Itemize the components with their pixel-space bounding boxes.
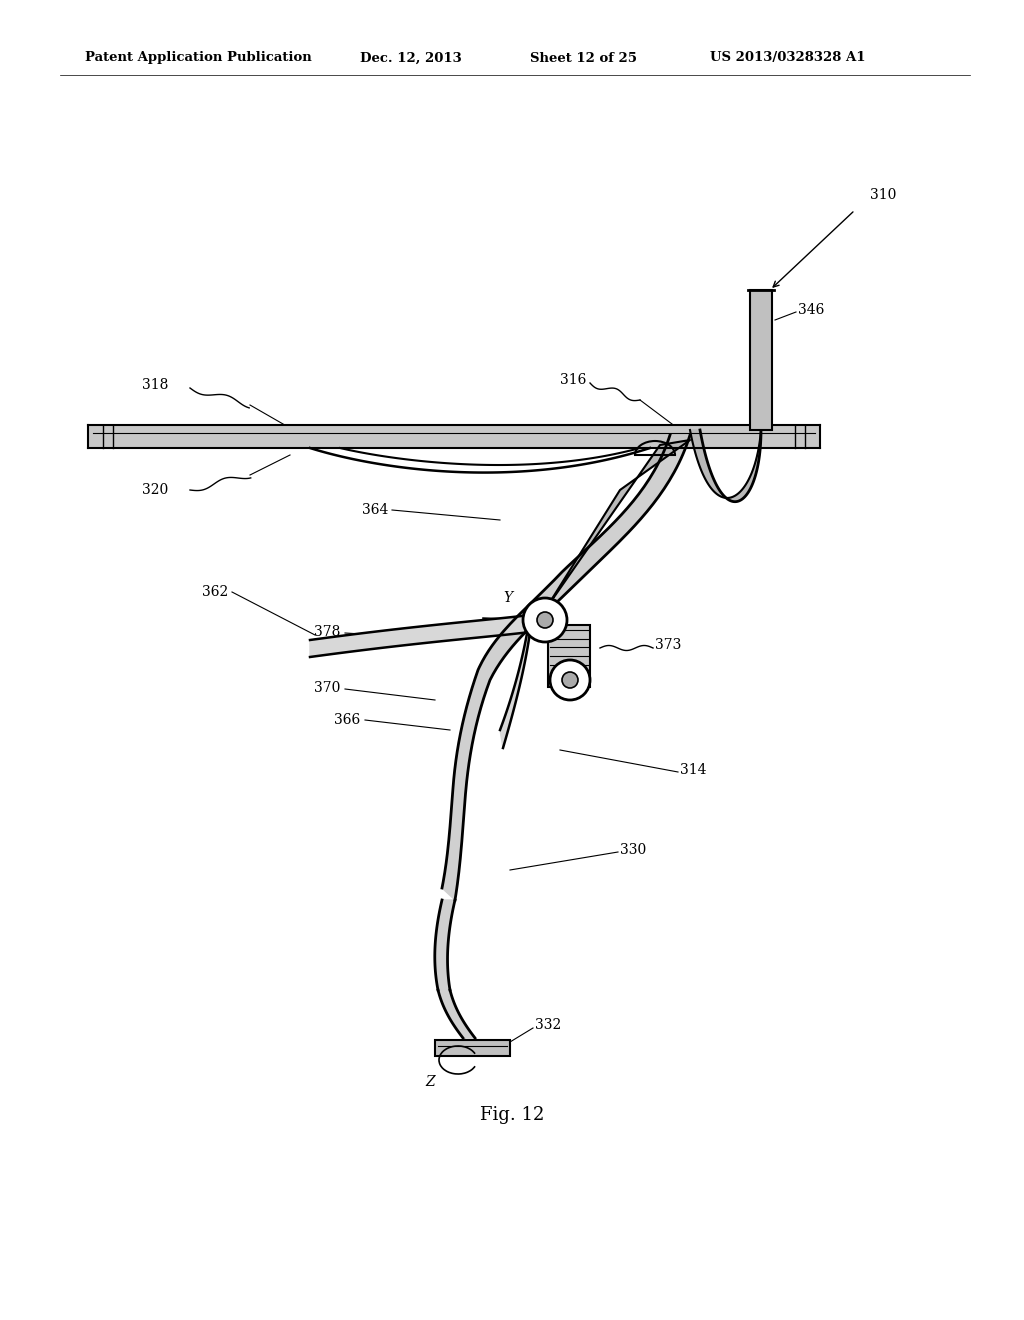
Circle shape <box>537 612 553 628</box>
Text: 318: 318 <box>141 378 168 392</box>
Text: 364: 364 <box>361 503 388 517</box>
Polygon shape <box>310 615 530 657</box>
Bar <box>548 624 590 686</box>
Text: 314: 314 <box>680 763 707 777</box>
Text: Y: Y <box>504 591 513 605</box>
Text: 370: 370 <box>313 681 340 696</box>
Text: 330: 330 <box>620 843 646 857</box>
Text: 373: 373 <box>655 638 681 652</box>
Text: Dec. 12, 2013: Dec. 12, 2013 <box>360 51 462 65</box>
Bar <box>435 1040 510 1056</box>
Circle shape <box>562 672 578 688</box>
Text: 310: 310 <box>870 187 896 202</box>
Text: 332: 332 <box>535 1018 561 1032</box>
Text: US 2013/0328328 A1: US 2013/0328328 A1 <box>710 51 865 65</box>
Bar <box>88 425 820 447</box>
Text: 320: 320 <box>141 483 168 498</box>
Text: 346: 346 <box>798 304 824 317</box>
Polygon shape <box>500 615 530 748</box>
Bar <box>750 290 772 430</box>
Text: Sheet 12 of 25: Sheet 12 of 25 <box>530 51 637 65</box>
Circle shape <box>550 660 590 700</box>
Text: 362: 362 <box>202 585 228 599</box>
Text: 366: 366 <box>334 713 360 727</box>
Circle shape <box>523 598 567 642</box>
Polygon shape <box>442 436 690 900</box>
Text: Fig. 12: Fig. 12 <box>480 1106 544 1125</box>
Text: 378: 378 <box>313 624 340 639</box>
Text: Z: Z <box>425 1074 435 1089</box>
Polygon shape <box>435 900 475 1038</box>
Polygon shape <box>545 440 690 610</box>
Text: 316: 316 <box>560 374 587 387</box>
Polygon shape <box>690 430 761 502</box>
Text: Patent Application Publication: Patent Application Publication <box>85 51 311 65</box>
